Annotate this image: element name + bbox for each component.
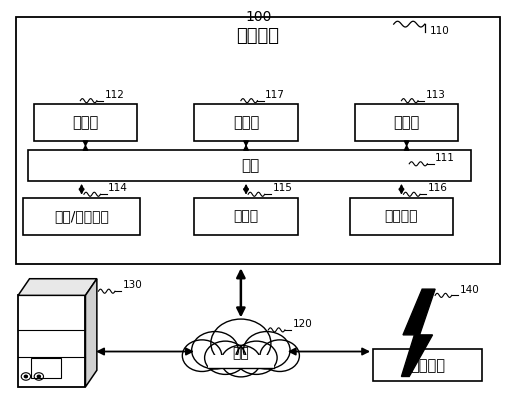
- Bar: [350, 198, 453, 235]
- Bar: [31, 358, 62, 378]
- Text: 115: 115: [272, 183, 292, 193]
- Text: 电子设备: 电子设备: [410, 358, 445, 373]
- Text: 网络: 网络: [233, 346, 249, 360]
- Circle shape: [37, 375, 40, 378]
- Text: 物理键: 物理键: [233, 115, 259, 130]
- Text: 140: 140: [459, 285, 479, 295]
- Circle shape: [24, 375, 27, 378]
- Text: 总线: 总线: [241, 158, 259, 173]
- Bar: [28, 150, 471, 181]
- Circle shape: [236, 341, 277, 374]
- Bar: [194, 198, 298, 235]
- Text: 116: 116: [428, 183, 448, 193]
- Bar: [34, 104, 137, 141]
- Text: 130: 130: [123, 280, 142, 290]
- Text: 120: 120: [293, 319, 312, 329]
- Bar: [208, 355, 274, 368]
- Text: 112: 112: [105, 90, 124, 100]
- Circle shape: [260, 340, 299, 371]
- Text: 117: 117: [265, 90, 285, 100]
- Circle shape: [192, 332, 238, 369]
- Text: 111: 111: [435, 153, 455, 163]
- Text: 100: 100: [246, 10, 272, 25]
- Text: 113: 113: [426, 90, 445, 100]
- Text: 处理器: 处理器: [73, 115, 98, 130]
- Bar: [373, 349, 482, 381]
- Polygon shape: [18, 279, 97, 295]
- Circle shape: [182, 340, 222, 371]
- Circle shape: [243, 332, 290, 369]
- Polygon shape: [401, 289, 435, 376]
- Circle shape: [211, 319, 271, 367]
- Text: 输入/输出模块: 输入/输出模块: [54, 209, 109, 223]
- Circle shape: [221, 345, 261, 377]
- Text: 电子设备: 电子设备: [236, 27, 279, 45]
- Bar: [18, 295, 85, 387]
- Bar: [355, 104, 458, 141]
- Text: 显示器: 显示器: [234, 209, 258, 223]
- Text: 通信模块: 通信模块: [385, 209, 418, 223]
- Text: 110: 110: [430, 26, 450, 36]
- Text: 114: 114: [108, 183, 128, 193]
- Bar: [16, 17, 500, 264]
- Circle shape: [205, 341, 246, 374]
- Bar: [23, 198, 140, 235]
- Bar: [194, 104, 298, 141]
- Text: 存储器: 存储器: [394, 115, 420, 130]
- Polygon shape: [85, 279, 97, 387]
